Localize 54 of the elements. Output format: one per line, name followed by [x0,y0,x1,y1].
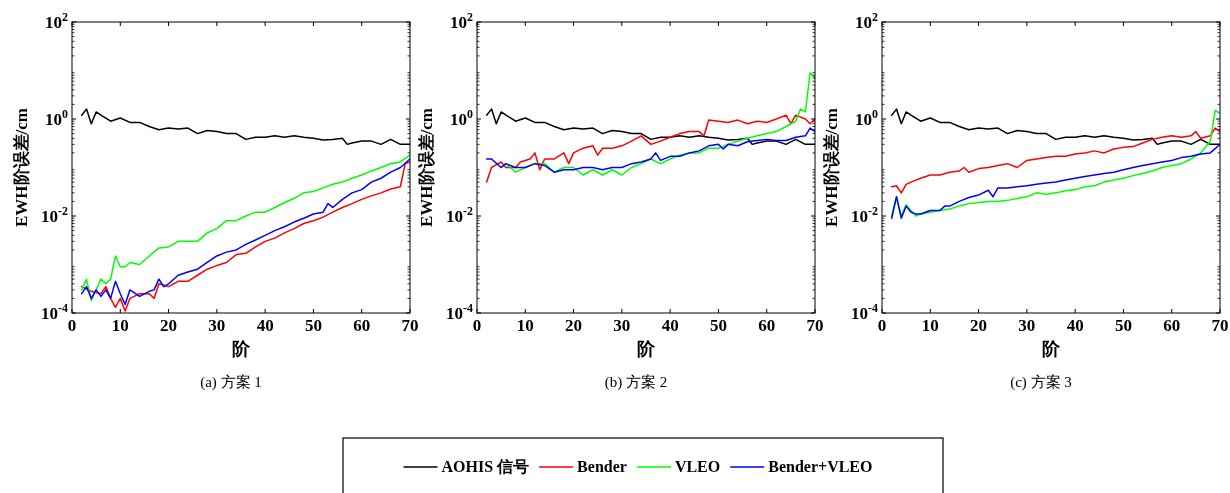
x-tick-label: 40 [256,316,274,335]
x-tick-label: 10 [516,316,534,335]
x-tick-label: 30 [208,316,226,335]
x-tick-label: 20 [970,316,988,335]
line-series [890,143,1220,219]
x-tick-label: 0 [472,316,482,335]
y-tick-label: 10$^{-4}$ [851,301,879,323]
x-tick-label: 60 [353,316,371,335]
y-tick-label: 10$^{2}$ [45,10,69,32]
legend-label: VLEO [674,458,721,475]
x-tick-label: 40 [1066,316,1084,335]
x-tick-label: 50 [304,316,322,335]
y-axis-title: EWH阶误差/cm [12,108,31,227]
line-series [485,114,815,183]
y-axis-title: EWH阶误差/cm [417,108,436,227]
x-tick-label: 10 [111,316,129,335]
x-tick-label: 60 [758,316,776,335]
x-tick-label: 60 [1163,316,1181,335]
x-tick-label: 20 [565,316,583,335]
legend-label: Bender [577,458,627,475]
legend-label: AOHIS 信号 [441,458,530,475]
x-axis-title: 阶 [1042,339,1061,359]
x-tick-label: 70 [806,316,824,335]
legend-label: Bender+VLEO [768,458,873,475]
y-tick-label: 10$^{-4}$ [41,301,69,323]
x-tick-label: 10 [921,316,939,335]
x-tick-label: 20 [160,316,178,335]
x-axis-title: 阶 [232,339,251,359]
x-axis-title: 阶 [637,339,656,359]
x-tick-label: 50 [1114,316,1132,335]
y-tick-label: 10$^{0}$ [855,107,879,129]
y-tick-label: 10$^{0}$ [450,107,474,129]
y-tick-label: 10$^{-4}$ [446,301,474,323]
x-tick-label: 0 [877,316,887,335]
y-tick-label: 10$^{-2}$ [41,204,69,226]
line-series [485,127,815,173]
x-tick-label: 70 [401,316,419,335]
x-tick-label: 50 [709,316,727,335]
y-axis-title: EWH阶误差/cm [822,108,841,227]
x-tick-label: 30 [1018,316,1036,335]
text: (b) 方案 2 [604,374,668,391]
y-tick-label: 10$^{0}$ [45,107,69,129]
y-tick-label: 10$^{-2}$ [851,204,879,226]
line-series [890,109,1220,217]
x-tick-label: 40 [661,316,679,335]
y-tick-label: 10$^{-2}$ [446,204,474,226]
line-series [890,127,1220,194]
y-tick-label: 10$^{2}$ [450,10,474,32]
y-tick-label: 10$^{2}$ [855,10,879,32]
text: (c) 方案 3 [1010,374,1072,391]
x-tick-label: 70 [1211,316,1229,335]
x-tick-label: 30 [613,316,631,335]
x-tick-label: 0 [67,316,77,335]
text: (a) 方案 1 [200,374,262,391]
